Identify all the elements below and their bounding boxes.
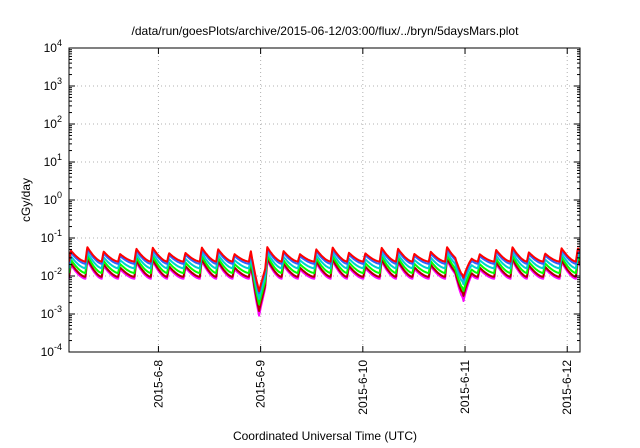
y-tick-label: 10-3 (41, 304, 62, 321)
x-tick-label: 2015-6-8 (151, 360, 165, 408)
x-axis: 2015-6-8 2015-6-9 2015-6-10 2015-6-11 2015-6… (151, 48, 574, 415)
y-tick-label: 101 (44, 152, 62, 169)
y-tick-label: 104 (44, 38, 62, 55)
y-tick-label: 100 (44, 190, 62, 207)
y-tick-label: 10-2 (41, 266, 62, 283)
x-tick-label: 2015-6-10 (356, 360, 370, 415)
x-tick-label: 2015-6-11 (458, 360, 472, 414)
x-axis-title: Coordinated Universal Time (UTC) (233, 429, 417, 443)
series-line (69, 246, 580, 293)
y-tick-label: 10-1 (41, 228, 62, 245)
grid (69, 48, 580, 352)
y-axis-title: cGy/day (19, 178, 33, 222)
chart-title: /data/run/goesPlots/archive/2015-06-12/0… (132, 24, 520, 38)
x-tick-label: 2015-6-9 (254, 360, 268, 408)
series-layer (69, 246, 580, 317)
x-tick-label: 2015-6-12 (560, 360, 574, 415)
y-axis: 10-4 10-3 10-2 10-1 100 101 102 103 104 (41, 38, 580, 359)
y-tick-label: 102 (44, 114, 62, 131)
y-tick-label: 10-4 (41, 342, 62, 359)
y-tick-label: 103 (44, 76, 62, 93)
